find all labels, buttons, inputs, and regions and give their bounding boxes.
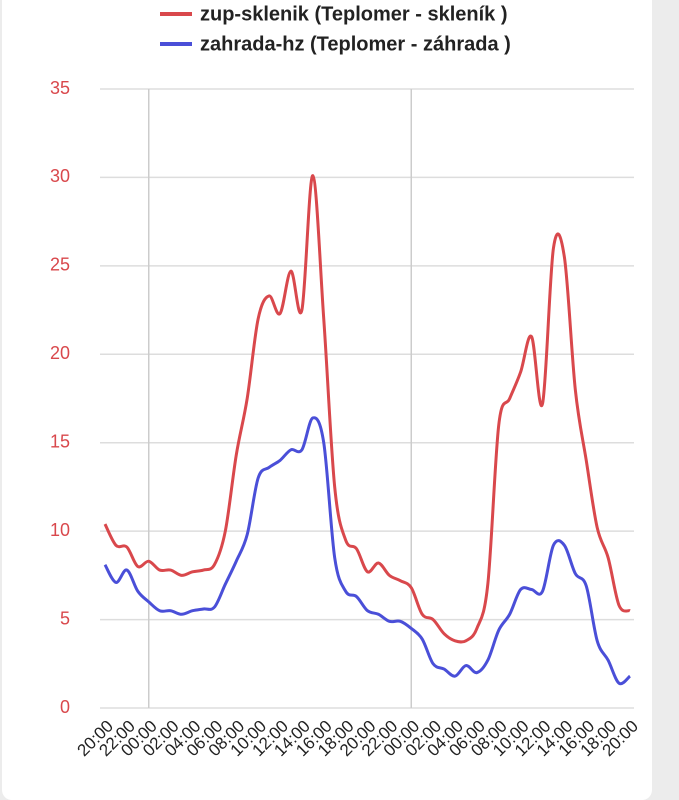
y-tick-label: 35 [50,78,70,98]
y-tick-label: 30 [50,166,70,186]
legend-label: zup-sklenik (Teplomer - skleník ) [200,3,507,25]
series-line [103,416,631,686]
y-tick-label: 10 [50,520,70,540]
series-line [103,174,631,644]
y-tick-label: 5 [60,608,70,628]
y-tick-label: 15 [50,431,70,451]
y-tick-label: 20 [50,343,70,363]
y-tick-label: 25 [50,255,70,275]
legend-label: zahrada-hz (Teplomer - záhrada ) [200,33,511,55]
y-tick-label: 0 [60,697,70,717]
